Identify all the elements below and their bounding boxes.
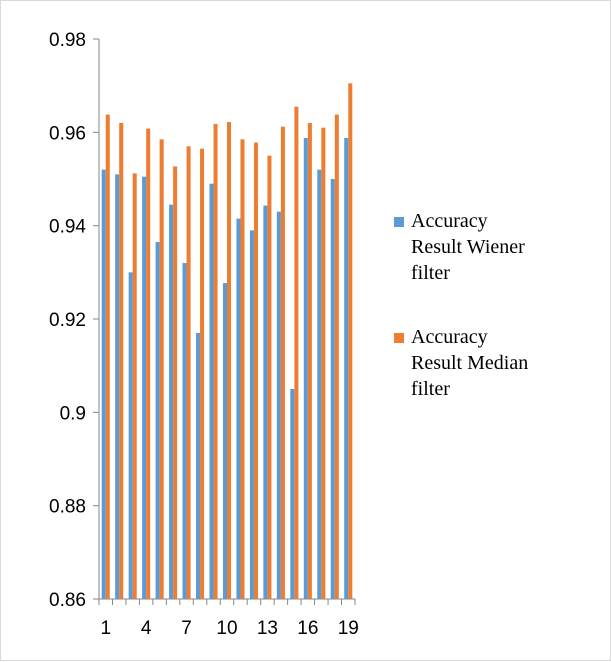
y-axis-tick-label: 0.9 bbox=[60, 403, 86, 424]
bar-median-filter bbox=[132, 173, 137, 599]
bar-median-filter bbox=[253, 142, 258, 599]
bar-median-filter bbox=[348, 83, 353, 600]
legend-label-median: Result Median bbox=[411, 352, 528, 374]
bar-median-filter bbox=[173, 166, 178, 599]
bar-median-filter bbox=[200, 148, 205, 599]
bar-wiener-filter bbox=[155, 242, 160, 599]
bar-wiener-filter bbox=[263, 205, 268, 599]
x-axis-tick-label: 16 bbox=[297, 618, 318, 639]
x-axis-tick-label: 4 bbox=[141, 618, 152, 639]
bar-median-filter bbox=[227, 122, 232, 600]
x-axis-tick-label: 19 bbox=[338, 618, 359, 639]
legend-label-wiener: Accuracy bbox=[411, 210, 488, 232]
y-axis-tick-label: 0.88 bbox=[49, 497, 86, 518]
bar-median-filter bbox=[186, 146, 191, 600]
bar-wiener-filter bbox=[303, 137, 308, 599]
y-axis-tick-label: 0.96 bbox=[49, 123, 86, 144]
y-axis-tick-label: 0.92 bbox=[49, 310, 86, 331]
bar-wiener-filter bbox=[222, 283, 227, 599]
x-axis-tick-label: 7 bbox=[181, 618, 192, 639]
bar-median-filter bbox=[334, 114, 339, 599]
legend-label-wiener: Result Wiener bbox=[411, 236, 525, 258]
bar-wiener-filter bbox=[344, 137, 349, 599]
bar-median-filter bbox=[294, 106, 299, 600]
bar-median-filter bbox=[280, 126, 285, 599]
x-axis-tick-label: 1 bbox=[100, 618, 111, 639]
bar-wiener-filter bbox=[330, 179, 335, 599]
bar-wiener-filter bbox=[276, 211, 281, 599]
bar-median-filter bbox=[119, 123, 124, 599]
bar-wiener-filter bbox=[290, 389, 295, 599]
bar-wiener-filter bbox=[249, 230, 254, 600]
bar-wiener-filter bbox=[101, 169, 106, 599]
bar-median-filter bbox=[159, 139, 164, 600]
bar-median-filter bbox=[240, 139, 245, 600]
bar-median-filter bbox=[307, 123, 312, 599]
bar-wiener-filter bbox=[209, 183, 214, 599]
bar-wiener-filter bbox=[196, 333, 201, 599]
legend-label-median: filter bbox=[411, 378, 450, 400]
bar-median-filter bbox=[267, 155, 272, 599]
x-axis-tick-label: 10 bbox=[216, 618, 237, 639]
legend-label-wiener: filter bbox=[411, 262, 450, 284]
y-axis-tick-label: 0.86 bbox=[49, 590, 86, 611]
legend-swatch-wiener bbox=[394, 217, 404, 227]
y-axis-tick-label: 0.98 bbox=[49, 30, 86, 51]
bar-wiener-filter bbox=[115, 174, 120, 600]
y-axis-tick-label: 0.94 bbox=[49, 217, 86, 238]
bar-wiener-filter bbox=[236, 218, 241, 599]
legend-label-median: Accuracy bbox=[411, 326, 488, 348]
bar-median-filter bbox=[146, 128, 151, 599]
bar-wiener-filter bbox=[142, 176, 147, 599]
bar-wiener-filter bbox=[182, 263, 187, 599]
bar-median-filter bbox=[321, 127, 326, 600]
bar-median-filter bbox=[105, 114, 110, 599]
legend-swatch-median bbox=[394, 333, 404, 343]
bar-wiener-filter bbox=[128, 272, 133, 599]
bar-median-filter bbox=[213, 123, 218, 599]
bar-wiener-filter bbox=[317, 169, 322, 599]
x-axis-tick-label: 13 bbox=[257, 618, 278, 639]
bar-wiener-filter bbox=[169, 204, 174, 599]
